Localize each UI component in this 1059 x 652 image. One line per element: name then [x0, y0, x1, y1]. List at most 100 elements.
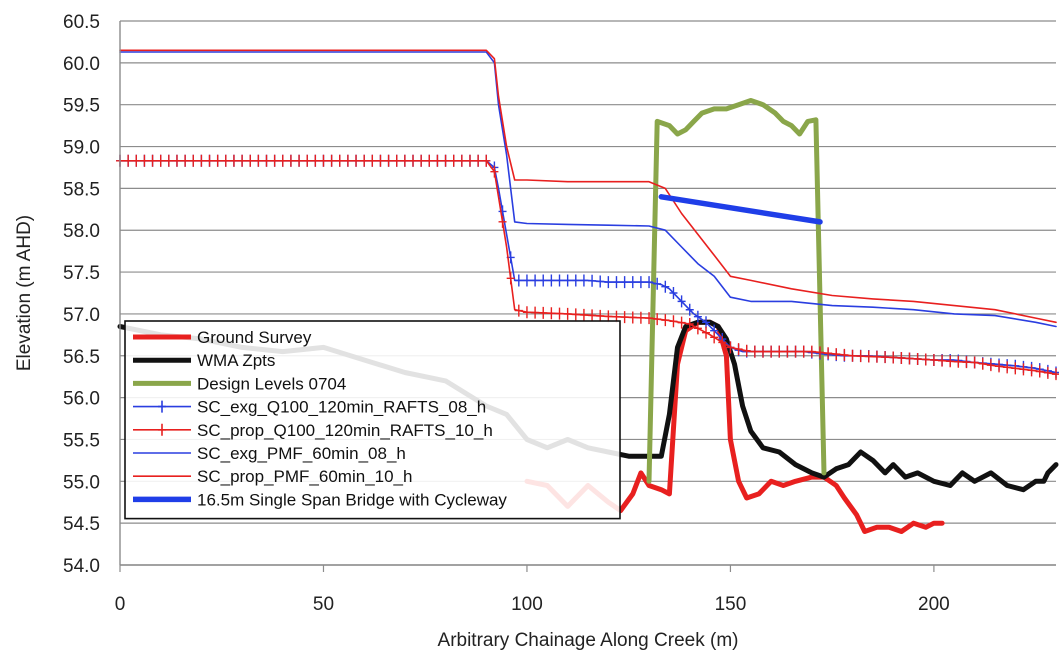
point-marker [588, 309, 597, 322]
legend-marker [158, 423, 166, 436]
point-marker [1003, 361, 1012, 374]
point-marker [661, 314, 670, 327]
point-marker [742, 344, 751, 357]
point-marker [596, 275, 605, 288]
point-marker [661, 280, 670, 293]
point-marker [563, 274, 572, 287]
point-marker [986, 359, 995, 372]
y-tick-label: 58.5 [63, 179, 100, 200]
point-marker [938, 354, 947, 367]
legend-item: WMA Zpts [133, 351, 275, 370]
point-marker [783, 345, 792, 358]
point-marker [547, 274, 556, 287]
point-marker [620, 311, 629, 324]
point-marker [832, 348, 841, 361]
point-marker [799, 345, 808, 358]
point-marker [433, 154, 442, 167]
point-marker [181, 154, 190, 167]
point-marker [229, 154, 238, 167]
point-marker [710, 331, 719, 344]
point-marker [791, 345, 800, 358]
point-marker [840, 348, 849, 361]
point-marker [522, 306, 531, 319]
point-marker [376, 154, 385, 167]
point-marker [693, 310, 702, 323]
point-marker [417, 154, 426, 167]
point-marker [897, 351, 906, 364]
y-tick-label: 58.0 [63, 221, 100, 242]
tick-labels: 54.0 54.5 55.0 55.5 56.0 56.5 57.0 57.5 58.0 58.5… [63, 12, 950, 615]
point-marker [946, 355, 955, 368]
point-marker [555, 307, 564, 320]
axes [119, 21, 1056, 572]
point-marker [555, 274, 564, 287]
point-marker [539, 306, 548, 319]
point-marker [156, 154, 165, 167]
point-marker [221, 154, 230, 167]
y-tick-label: 56.5 [63, 347, 100, 368]
point-marker [1052, 368, 1059, 381]
point-marker [172, 154, 181, 167]
point-marker [702, 326, 711, 339]
point-marker [490, 165, 499, 178]
point-marker [343, 154, 352, 167]
point-marker [197, 154, 206, 167]
point-marker [693, 322, 702, 335]
point-marker [514, 274, 523, 287]
point-marker [685, 317, 694, 330]
y-tick-label: 55.0 [63, 472, 100, 493]
point-marker [929, 353, 938, 366]
point-marker [392, 154, 401, 167]
y-tick-label: 60.0 [63, 54, 100, 75]
point-marker [677, 295, 686, 308]
x-tick-label: 0 [115, 594, 126, 615]
point-marker [669, 315, 678, 328]
y-tick-label: 56.0 [63, 389, 100, 410]
y-tick-label: 54.0 [63, 556, 100, 577]
x-tick-label: 50 [313, 594, 334, 615]
point-marker [954, 355, 963, 368]
point-marker [775, 345, 784, 358]
point-marker [848, 349, 857, 362]
y-tick-label: 59.0 [63, 138, 100, 159]
point-marker [498, 205, 507, 218]
point-marker [588, 274, 597, 287]
point-marker [807, 345, 816, 358]
point-marker [872, 350, 881, 363]
point-marker [539, 274, 548, 287]
legend-item: Design Levels 0704 [133, 374, 346, 393]
point-marker [360, 154, 369, 167]
point-marker [579, 274, 588, 287]
legend-marker [158, 400, 166, 413]
point-marker [1011, 362, 1020, 375]
series-line-sc-exg-pmf-60min-08-h [119, 51, 1057, 328]
point-marker [254, 154, 263, 167]
series-line-design-levels-0704 [646, 98, 827, 484]
legend-label: Design Levels 0704 [197, 374, 346, 393]
point-marker [262, 154, 271, 167]
point-marker [620, 276, 629, 289]
point-marker [482, 154, 491, 167]
x-axis-label: Arbitrary Chainage Along Creek (m) [438, 630, 739, 651]
point-marker [140, 154, 149, 167]
point-marker [246, 154, 255, 167]
point-marker [506, 272, 515, 285]
point-marker [164, 154, 173, 167]
point-marker [726, 341, 735, 354]
point-marker [327, 154, 336, 167]
x-tick-label: 200 [918, 594, 950, 615]
point-marker [669, 287, 678, 299]
point-marker [864, 350, 873, 363]
point-marker [441, 154, 450, 167]
point-marker [1043, 366, 1052, 379]
point-marker [653, 277, 662, 290]
point-marker [335, 154, 344, 167]
point-marker [295, 154, 304, 167]
point-marker [352, 154, 361, 167]
legend-label: 16.5m Single Span Bridge with Cycleway [197, 490, 507, 509]
point-marker [286, 154, 295, 167]
point-marker [384, 154, 393, 167]
point-marker [596, 309, 605, 322]
point-marker [425, 154, 434, 167]
